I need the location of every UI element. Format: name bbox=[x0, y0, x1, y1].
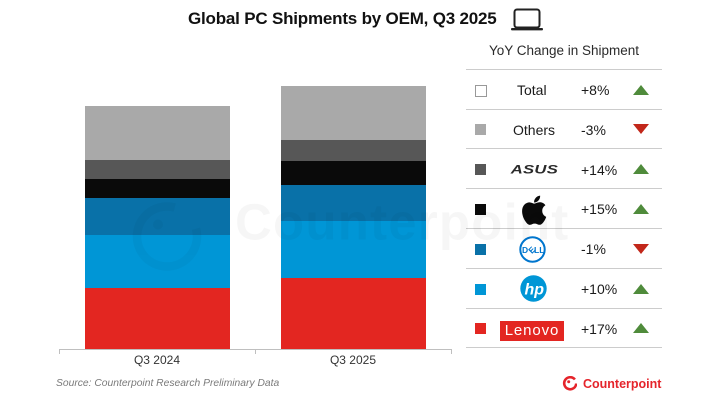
svg-text:hp: hp bbox=[525, 282, 545, 299]
svg-text:ASUS: ASUS bbox=[510, 164, 558, 175]
svg-text:D: D bbox=[522, 245, 528, 255]
svg-text:E: E bbox=[526, 244, 537, 255]
svg-text:LL: LL bbox=[534, 245, 544, 255]
